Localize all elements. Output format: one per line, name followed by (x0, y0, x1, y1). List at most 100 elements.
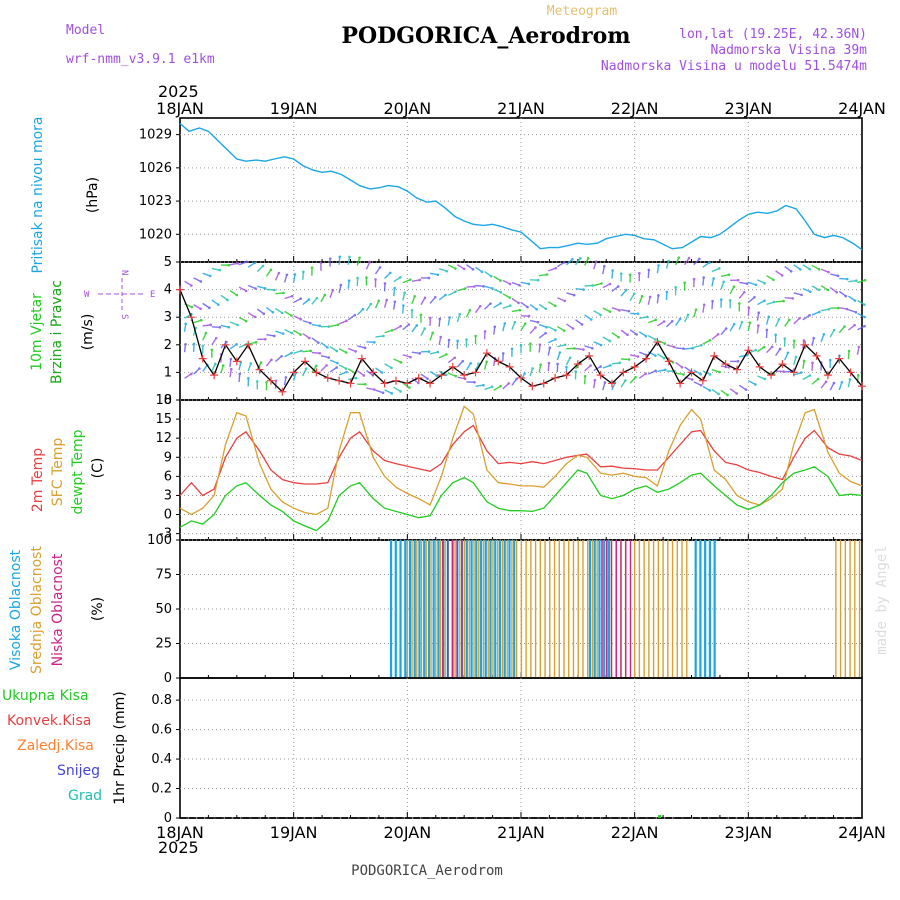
wind-arrow-head (748, 321, 752, 324)
temp-ylabel-sfc: SFC Temp (50, 438, 66, 507)
wind-arrow-head (310, 266, 314, 269)
wind-arrow-head (270, 358, 273, 362)
compass-n: N (119, 270, 129, 275)
wind-arrow (738, 321, 743, 330)
wind-arrow (693, 344, 702, 349)
temp-ylabel-2m: 2m Temp (30, 448, 46, 512)
wind-arrow-head (593, 378, 597, 382)
wind-arrow (611, 270, 614, 279)
wind-arrow (538, 323, 547, 328)
wind-arrow-head (702, 303, 706, 307)
wind-arrow-head (423, 296, 427, 300)
wind-arrow (502, 304, 511, 310)
wind-arrow-head (699, 372, 702, 376)
wind-arrow (711, 368, 720, 373)
wind-arrow-head (717, 267, 721, 270)
wind-arrow-head (835, 290, 838, 294)
temp-dewpt-line (179, 466, 863, 532)
wind-arrow (620, 289, 627, 297)
wind-arrow-head (753, 295, 756, 299)
wind-arrow-head (409, 355, 412, 359)
wind-arrow-head (485, 360, 488, 364)
wind-arrow (838, 290, 847, 297)
wind-arrow-head (364, 382, 367, 386)
elevation-info: Nadmorska Visina 39m (710, 43, 867, 58)
wind-marker (221, 340, 230, 349)
wind-arrow (829, 329, 835, 338)
wind-arrow (384, 272, 391, 280)
wind-arrow-head (594, 260, 598, 263)
wind-arrow-head (254, 341, 258, 344)
wind-arrow-head (563, 343, 567, 347)
wind-marker (812, 351, 821, 360)
wind-arrow (739, 281, 748, 285)
wind-arrow (693, 381, 702, 386)
wind-arrow-head (426, 377, 429, 380)
wind-arrow-head (462, 267, 466, 271)
wind-arrow-head (800, 371, 803, 374)
wind-arrow (429, 370, 438, 377)
wind-arrow (748, 380, 756, 386)
wind-arrow (811, 378, 819, 385)
wind-arrow-head (809, 290, 812, 293)
wind-arrow-head (356, 276, 359, 280)
wind-arrow (720, 328, 727, 336)
wind-arrow (529, 368, 534, 377)
y-tick-label: 5 (164, 255, 172, 270)
wind-arrow-head (708, 389, 712, 392)
wind-arrow (711, 278, 715, 287)
wind-marker (642, 354, 651, 363)
wind-marker (403, 379, 412, 388)
wind-arrow-head (791, 297, 794, 300)
wind-arrow (311, 365, 317, 373)
y-tick-label: 1020 (139, 227, 172, 242)
wind-arrow (811, 264, 820, 270)
wind-arrow-head (378, 266, 382, 269)
wind-arrow (329, 359, 338, 364)
wind-arrow-head (783, 337, 787, 340)
wind-arrow-head (774, 333, 777, 337)
wind-arrow (547, 347, 551, 356)
wind-arrow-head (624, 379, 627, 382)
wind-arrow-head (336, 323, 340, 327)
wind-arrow (192, 327, 197, 336)
wind-arrow-head (408, 386, 411, 389)
y-tick-label: 12 (155, 431, 172, 446)
wind-arrow-head (627, 309, 631, 313)
wind-arrow (548, 267, 557, 272)
wind-arrow (639, 316, 648, 319)
wind-arrow-head (477, 362, 480, 365)
wind-arrow (757, 375, 766, 380)
wind-marker (562, 371, 571, 380)
footer-station: PODGORICA_Aerodrom (351, 863, 503, 879)
wind-marker (858, 382, 866, 391)
wind-arrow (283, 377, 287, 386)
wind-arrow-head (578, 257, 582, 260)
wind-arrow (602, 364, 611, 369)
y-tick-label: 0 (164, 393, 172, 408)
wind-arrow-head (544, 331, 547, 335)
wind-arrow-head (554, 328, 557, 332)
wind-arrow (711, 333, 719, 340)
wind-arrow (802, 264, 811, 270)
wind-arrow (556, 352, 561, 361)
wind-arrow-head (503, 322, 507, 325)
wind-arrow (802, 374, 811, 381)
wind-arrow-head (662, 320, 666, 323)
wind-arrow (265, 359, 272, 367)
credit-watermark: made by Angel (874, 545, 890, 655)
wind-arrow-head (682, 373, 685, 376)
wind-arrow (447, 357, 456, 364)
wind-arrow (711, 301, 714, 310)
wind-arrow-head (456, 339, 459, 343)
y-tick-label: 50 (155, 602, 172, 617)
wind-arrow (793, 356, 797, 366)
precip-legend-hail: Grad (68, 788, 102, 804)
wind-arrow-head (317, 341, 320, 344)
wind-arrow (774, 319, 780, 327)
wind-arrow (657, 369, 666, 373)
wind-arrow (448, 372, 456, 377)
wind-arrow (502, 323, 506, 332)
wind-arrow (602, 307, 611, 313)
wind-arrow-head (214, 336, 218, 340)
